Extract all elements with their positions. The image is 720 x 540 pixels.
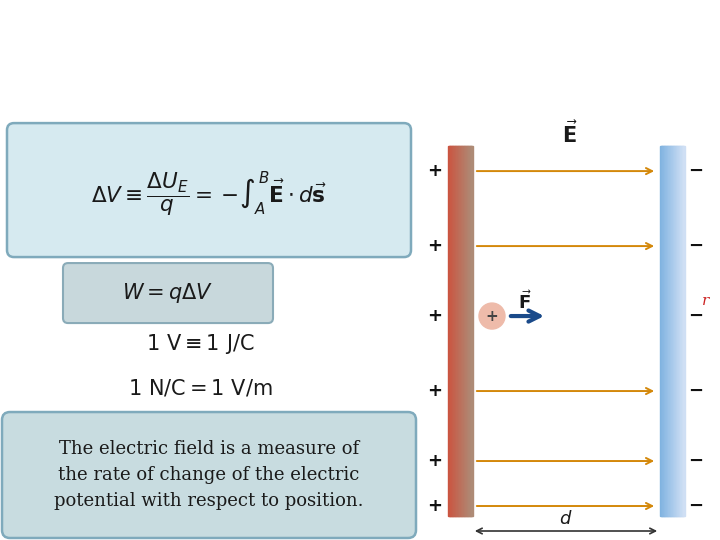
Bar <box>458 146 459 516</box>
Bar <box>676 146 678 516</box>
Bar <box>668 146 669 516</box>
Bar <box>449 146 450 516</box>
Bar <box>469 146 471 516</box>
Bar <box>672 146 674 516</box>
Bar <box>671 146 672 516</box>
Text: +: + <box>428 307 443 325</box>
Text: $d$: $d$ <box>559 510 572 528</box>
Bar <box>666 146 667 516</box>
Bar <box>668 146 670 516</box>
Bar <box>670 146 671 516</box>
Bar <box>677 146 678 516</box>
Bar <box>662 146 663 516</box>
Text: +: + <box>485 308 498 323</box>
Text: −: − <box>688 237 703 255</box>
Bar <box>470 146 472 516</box>
Bar <box>661 146 662 516</box>
Text: $W = q\Delta V$: $W = q\Delta V$ <box>122 281 214 305</box>
Bar <box>456 146 457 516</box>
FancyBboxPatch shape <box>2 412 416 538</box>
Bar <box>454 146 456 516</box>
Bar <box>680 146 682 516</box>
Text: The electric field is a measure of
the rate of change of the electric
potential : The electric field is a measure of the r… <box>54 440 364 510</box>
Bar <box>462 146 464 516</box>
Bar <box>467 146 468 516</box>
Bar <box>672 146 673 516</box>
Bar <box>667 146 668 516</box>
Bar <box>466 146 467 516</box>
Bar <box>471 146 472 516</box>
Text: +: + <box>428 452 443 470</box>
Bar <box>450 146 451 516</box>
FancyBboxPatch shape <box>7 123 411 257</box>
Bar <box>457 146 458 516</box>
Bar <box>458 146 459 516</box>
Bar <box>464 146 465 516</box>
Text: +: + <box>428 237 443 255</box>
Text: Electric Potential and: Electric Potential and <box>156 32 564 65</box>
Bar <box>456 146 457 516</box>
Bar <box>462 146 463 516</box>
Bar <box>454 146 455 516</box>
Bar <box>679 146 680 516</box>
Bar <box>670 146 671 516</box>
Bar <box>678 146 679 516</box>
Bar <box>675 146 676 516</box>
Text: −: − <box>688 497 703 515</box>
Bar <box>453 146 454 516</box>
Bar <box>683 146 685 516</box>
Bar <box>461 146 462 516</box>
Circle shape <box>479 303 505 329</box>
Bar <box>469 146 470 516</box>
Bar <box>675 146 677 516</box>
Bar <box>448 146 449 516</box>
Bar <box>451 146 453 516</box>
Text: +: + <box>428 497 443 515</box>
Bar <box>459 146 461 516</box>
Bar <box>664 146 665 516</box>
Bar <box>665 146 666 516</box>
Bar <box>673 146 675 516</box>
Bar <box>679 146 680 516</box>
Bar <box>452 146 454 516</box>
Text: Potential Difference: Potential Difference <box>171 79 549 112</box>
FancyBboxPatch shape <box>63 263 273 323</box>
Bar <box>663 146 664 516</box>
Text: +: + <box>428 162 443 180</box>
Bar <box>459 146 460 516</box>
Bar <box>449 146 450 516</box>
Text: −: − <box>688 452 703 470</box>
Text: $1\ \mathrm{V} \equiv 1\ \mathrm{J/C}$: $1\ \mathrm{V} \equiv 1\ \mathrm{J/C}$ <box>145 332 254 356</box>
Bar <box>451 146 452 516</box>
Bar <box>455 146 456 516</box>
Text: $\Delta V \equiv \dfrac{\Delta U_E}{q} = -\!\int_A^B \vec{\mathbf{E}}\cdot d\vec: $\Delta V \equiv \dfrac{\Delta U_E}{q} =… <box>91 170 327 219</box>
Bar <box>467 146 468 516</box>
Text: −: − <box>688 382 703 400</box>
Text: $\vec{\mathbf{E}}$: $\vec{\mathbf{E}}$ <box>562 121 578 147</box>
Text: $\vec{\mathbf{F}}$: $\vec{\mathbf{F}}$ <box>518 291 532 314</box>
Bar <box>468 146 469 516</box>
Bar <box>683 146 684 516</box>
Bar <box>465 146 467 516</box>
Bar <box>671 146 672 516</box>
Text: −: − <box>688 162 703 180</box>
Bar <box>665 146 667 516</box>
Bar <box>669 146 670 516</box>
Text: −: − <box>688 307 703 325</box>
Bar <box>681 146 682 516</box>
Bar <box>465 146 466 516</box>
Bar <box>460 146 461 516</box>
Text: +: + <box>428 382 443 400</box>
Bar <box>660 146 661 516</box>
Bar <box>682 146 683 516</box>
Text: $1\ \mathrm{N/C} = 1\ \mathrm{V/m}$: $1\ \mathrm{N/C} = 1\ \mathrm{V/m}$ <box>127 377 272 399</box>
Bar <box>680 146 681 516</box>
Bar <box>463 146 464 516</box>
Text: r: r <box>703 294 710 308</box>
Bar <box>674 146 675 516</box>
Bar <box>661 146 662 516</box>
Bar <box>662 146 664 516</box>
